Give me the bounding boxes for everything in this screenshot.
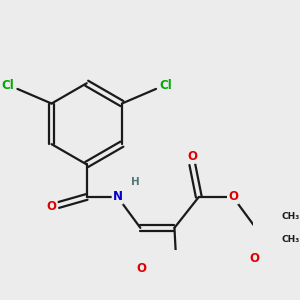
Text: O: O [187, 150, 197, 163]
Text: N: N [112, 190, 123, 203]
Text: O: O [47, 200, 57, 213]
Text: CH₃: CH₃ [282, 235, 300, 244]
Text: H: H [131, 177, 140, 187]
Text: Cl: Cl [1, 79, 14, 92]
Text: O: O [249, 252, 259, 265]
Text: Cl: Cl [159, 79, 172, 92]
Text: CH₃: CH₃ [282, 212, 300, 221]
Text: O: O [136, 262, 146, 275]
Text: O: O [228, 190, 238, 203]
